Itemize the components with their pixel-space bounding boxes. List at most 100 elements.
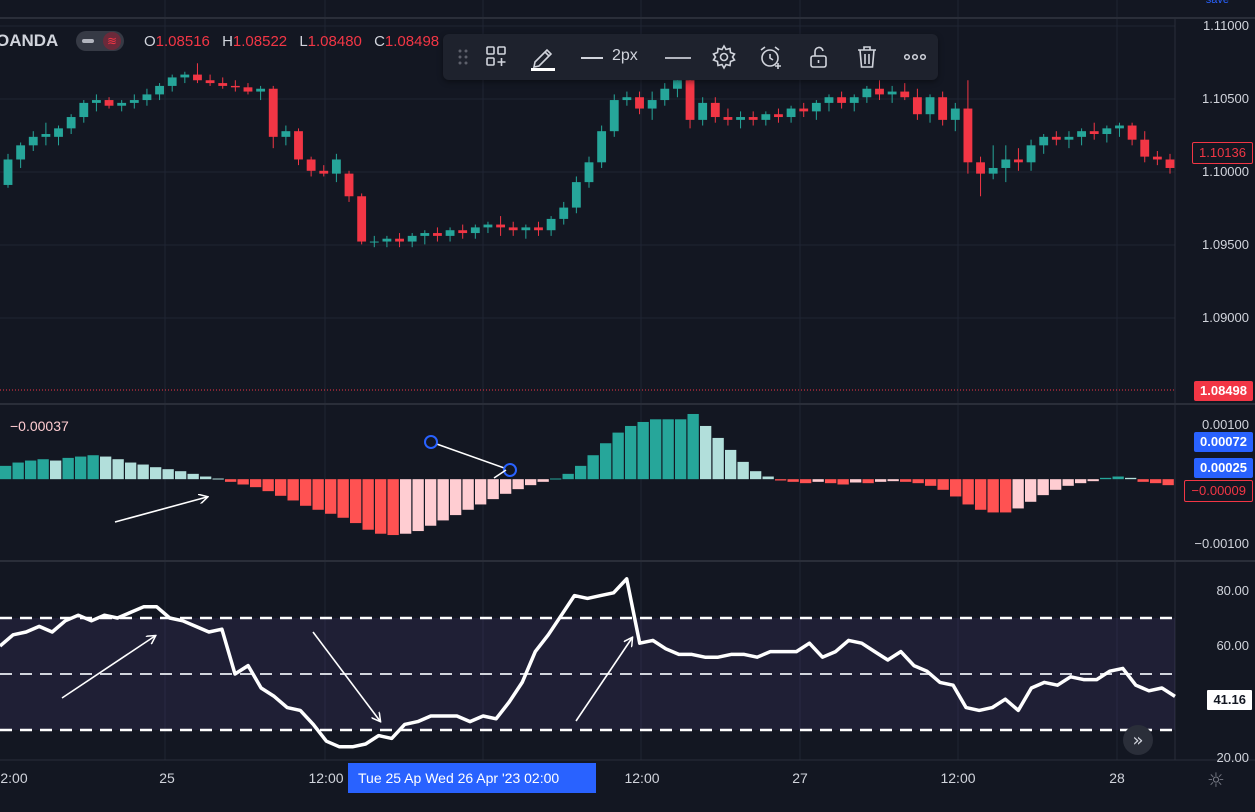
candle [331,153,341,183]
histogram-bar [75,456,87,480]
histogram-bar [50,460,62,480]
save-link[interactable]: save [1205,0,1229,6]
candle [496,216,506,236]
candle [723,108,733,126]
histogram-bar [687,413,699,480]
unlock-icon[interactable] [805,43,833,71]
candle [1089,122,1099,140]
candle [230,80,240,92]
drawn-trendline[interactable] [424,435,517,477]
gear-icon[interactable] [710,43,738,71]
histogram-bar [987,479,999,513]
candle [1001,145,1011,183]
time-label-6: 12:00 [940,770,976,786]
candle [938,91,948,126]
histogram-bar [1112,476,1124,480]
arrow-rsi-up-2 [575,638,632,722]
candle [344,170,354,202]
histogram-bar [1087,479,1099,482]
histogram-bar [625,425,637,480]
histogram-bar [975,479,987,510]
chart-settings-icon[interactable]: ☼ [1207,768,1225,792]
candle [925,94,935,123]
histogram-bar [175,471,187,480]
arrow-macd-cross [114,497,207,523]
histogram-bar [1075,479,1087,484]
current-price-tag: 1.10136 [1192,142,1253,164]
drawing-toolbar: 2px [443,34,938,80]
histogram-bar [412,479,424,532]
histogram-bar [937,479,949,490]
histogram-bar [237,479,249,485]
price-tick-4: 1.09500 [1202,237,1249,252]
candle [647,91,657,120]
candle [622,91,632,106]
candle [1014,148,1023,171]
rsi-tick-80: 80.00 [1216,583,1249,598]
histogram-bar [112,459,124,480]
histogram-bar [862,479,874,484]
trash-icon[interactable] [853,43,881,71]
template-icon[interactable] [483,43,511,71]
candle [950,102,960,132]
histogram-bar [1162,479,1174,486]
candle [811,100,821,120]
candle [546,216,556,236]
candle [1102,125,1112,143]
line-style-icon[interactable] [665,57,691,59]
histogram-bar [462,479,474,510]
histogram-bar [400,479,412,534]
candle [635,91,644,115]
histogram-bar [900,479,912,482]
open-label: O [144,33,156,50]
candle [91,94,101,112]
candle [420,230,430,245]
histogram-bar [775,479,787,481]
time-label-2: 25 [159,770,175,786]
candle [167,74,177,92]
histogram-bar [800,479,812,484]
candle [1026,139,1036,171]
histogram-bar [762,476,774,480]
histogram-bar [525,479,537,486]
candle [875,80,884,101]
candlestick-series [3,63,1175,248]
candle [1152,150,1162,166]
candle [660,83,670,106]
more-icon[interactable] [901,43,929,71]
line-width-button[interactable]: 2px [581,46,645,70]
histogram-bar [675,419,687,480]
symbol-broker[interactable]: OANDA [0,31,59,50]
histogram-bar [662,419,674,480]
candle [900,83,910,101]
approx-icon: ≋ [103,32,121,50]
candle [1140,131,1150,163]
histogram-bar [750,471,762,480]
histogram-bar [887,479,899,482]
candle [306,156,316,177]
histogram-bar [925,479,937,486]
alarm-add-icon[interactable] [757,43,785,71]
candle [66,114,76,135]
candle [849,94,859,112]
trendline-handle-start[interactable] [424,435,438,449]
histogram-bar [287,479,299,501]
candle [41,122,51,146]
histogram-bar [1050,479,1062,490]
trendline-handle-end[interactable] [503,463,517,477]
histogram-bar [1125,477,1137,480]
time-label-4: 12:00 [624,770,660,786]
candle [142,88,152,106]
legend-toggle[interactable]: ≋ [76,31,124,51]
time-label-3: 12:00 [308,770,344,786]
time-label-5: 27 [792,770,808,786]
scroll-to-realtime-button[interactable]: » [1123,725,1153,755]
histogram-bar [187,473,199,480]
arrow-macd-cross-2 [493,469,507,479]
candle [685,74,695,129]
pencil-icon[interactable] [529,43,557,71]
line-width-label: 2px [612,47,638,64]
drag-handle-icon[interactable] [449,43,468,71]
histogram-bar [300,479,312,506]
